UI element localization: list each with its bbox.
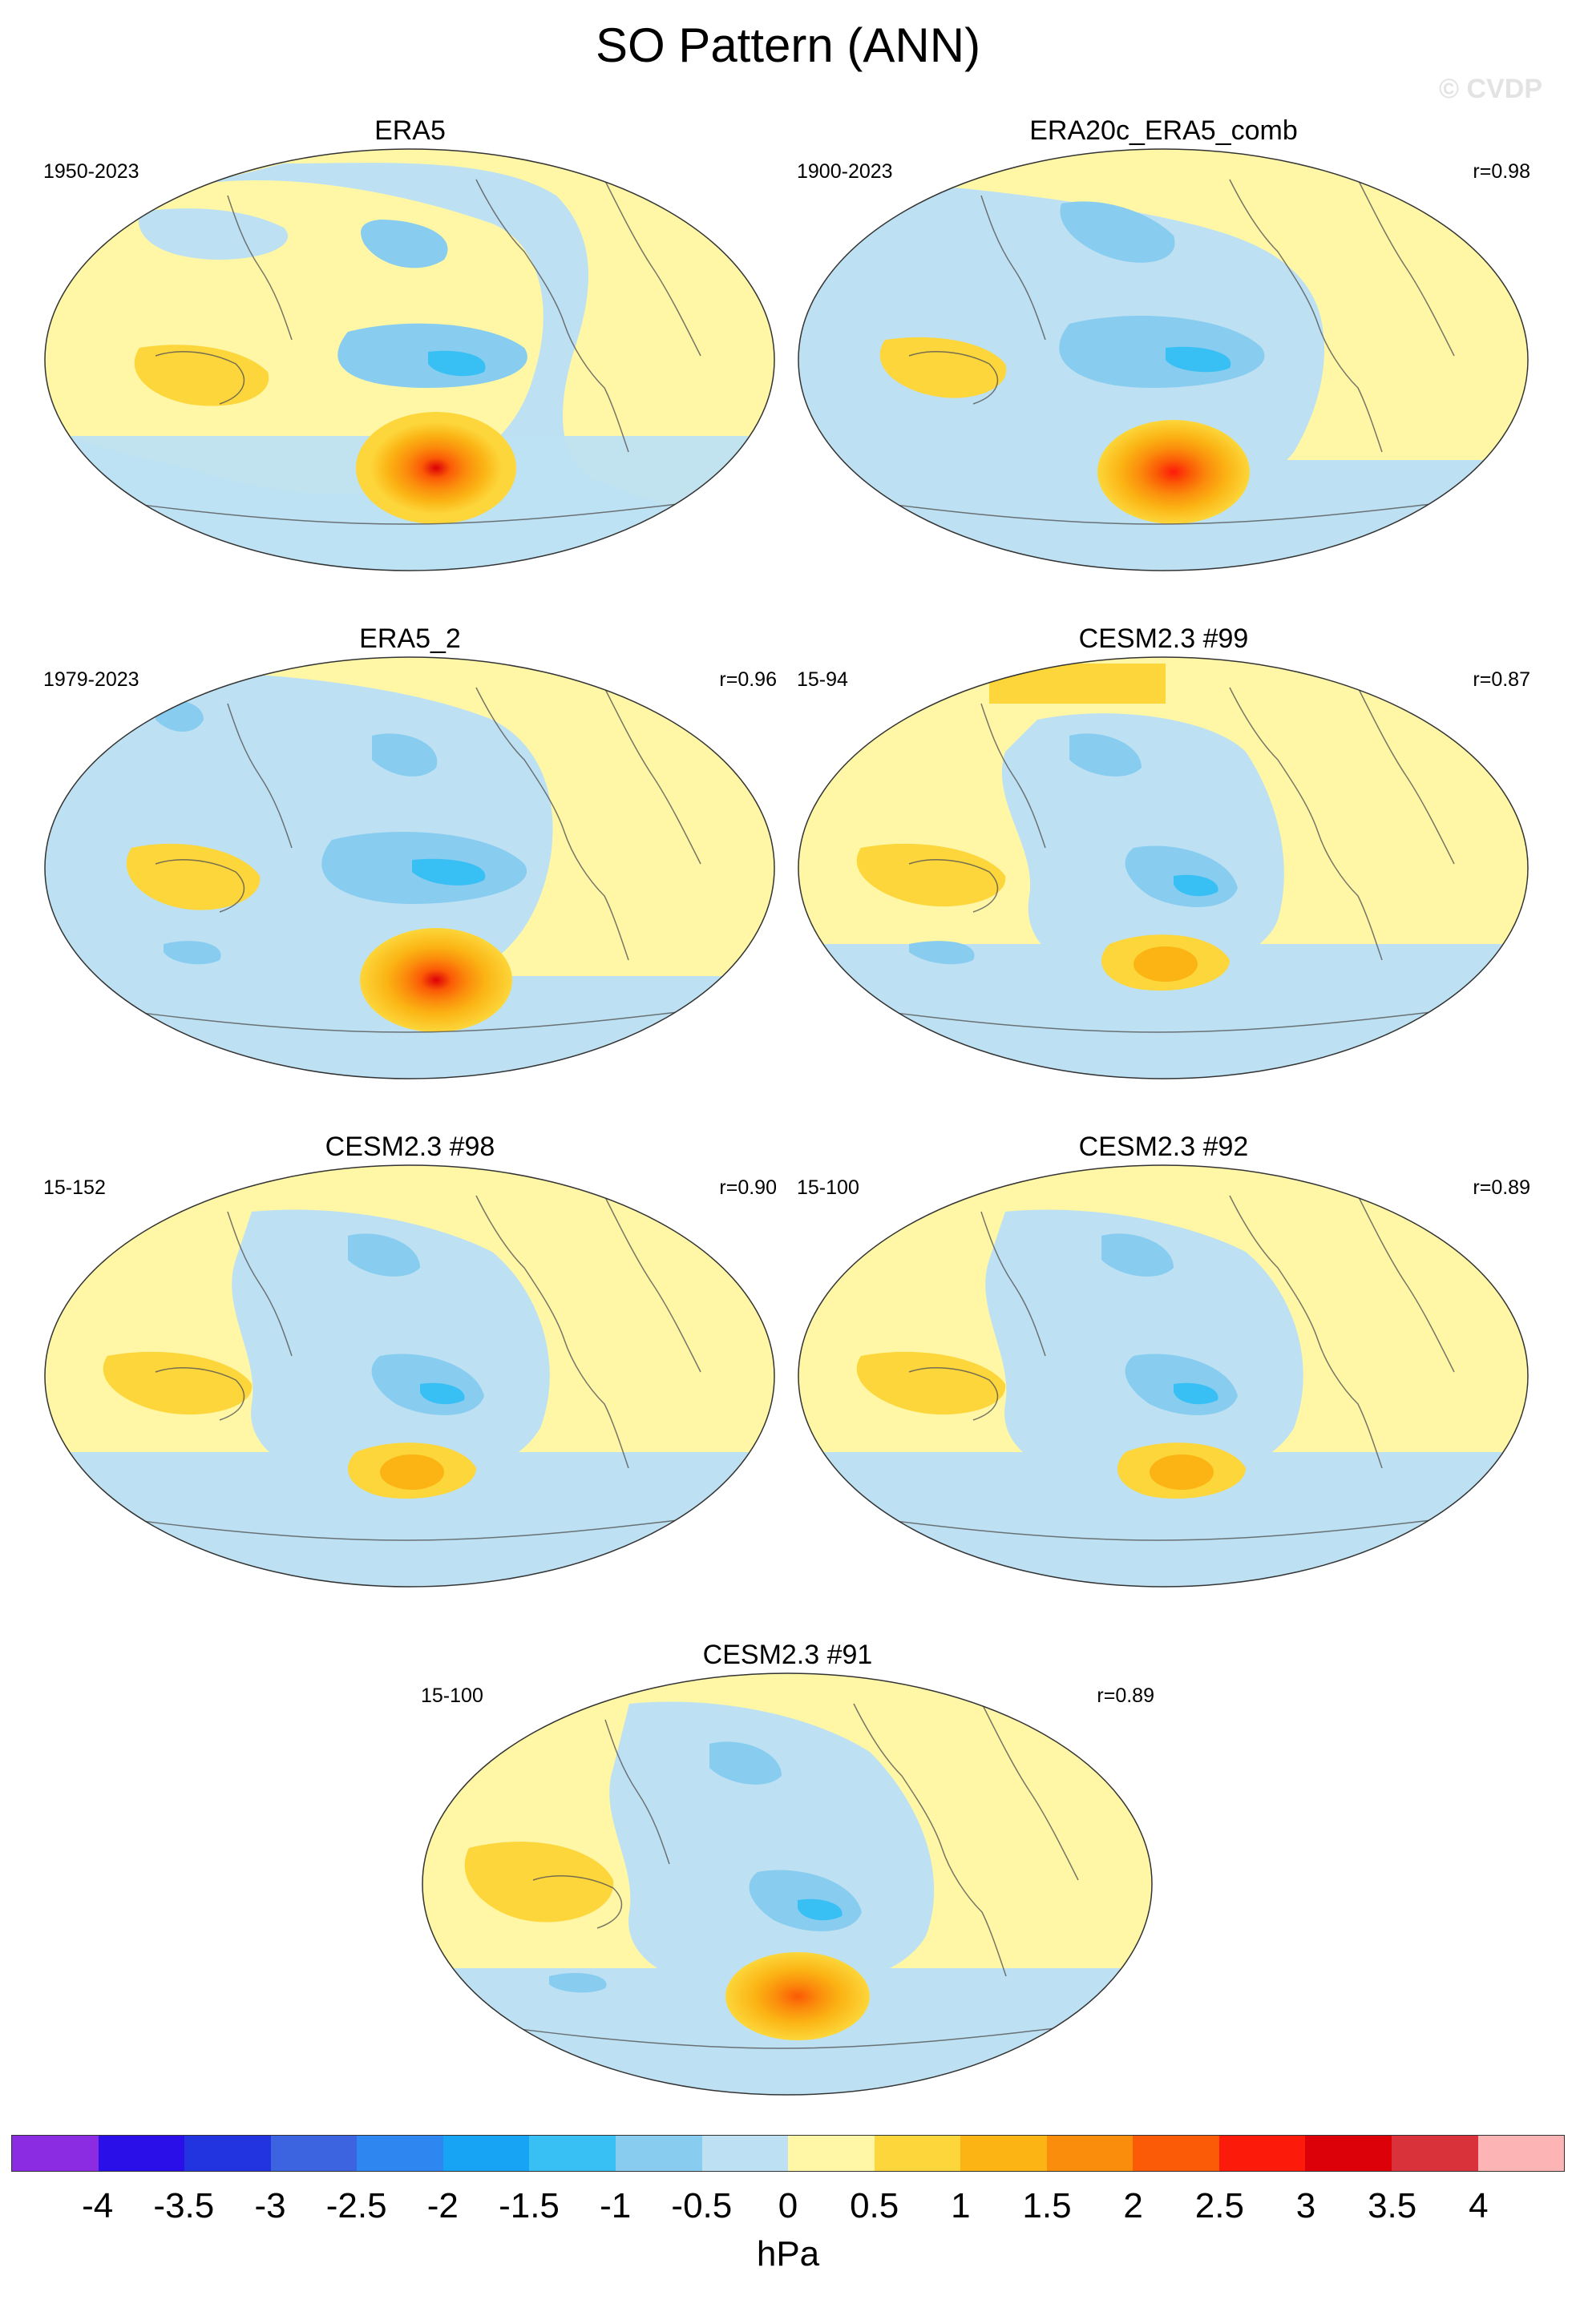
cvdp-watermark: © CVDP xyxy=(1439,74,1542,104)
colorbar-tick-label: -1.5 xyxy=(499,2186,560,2225)
robinson-map xyxy=(44,656,775,1079)
colorbar xyxy=(11,2135,1565,2172)
map-panel-era5-2: ERA5_2 1979-2023 r=0.96 xyxy=(43,623,777,1104)
colorbar-swatch xyxy=(529,2136,616,2171)
panel-correlation: r=0.98 xyxy=(1473,160,1530,183)
colorbar-labels: -4 -3.5 -3 -2.5 -2 -1.5 -1 -0.5 0 0.5 1 1.5 2 2.5 3 3.5… xyxy=(0,2186,1576,2234)
figure-title: SO Pattern (ANN) xyxy=(595,18,981,72)
robinson-map xyxy=(44,148,775,571)
panel-title: CESM2.3 #98 xyxy=(325,1132,495,1162)
robinson-map xyxy=(422,1672,1153,2096)
map-panel-cesm2-3-98: CESM2.3 #98 15-152 r=0.90 xyxy=(43,1132,777,1612)
colorbar-tick-label: 4 xyxy=(1469,2186,1489,2225)
panel-correlation: r=0.89 xyxy=(1097,1684,1154,1707)
panel-correlation: r=0.96 xyxy=(719,668,777,691)
robinson-map xyxy=(44,1164,775,1588)
colorbar-swatch xyxy=(1218,2136,1306,2171)
colorbar-tick-label: 0.5 xyxy=(850,2186,899,2225)
panel-correlation: r=0.89 xyxy=(1473,1176,1530,1199)
colorbar-swatch xyxy=(1046,2136,1134,2171)
colorbar-tick-label: -1 xyxy=(600,2186,632,2225)
panel-period: 1950-2023 xyxy=(43,160,139,183)
colorbar-tick-label: -0.5 xyxy=(671,2186,733,2225)
colorbar-swatch xyxy=(1133,2136,1219,2171)
colorbar-swatch xyxy=(874,2136,961,2171)
map-panel-cesm2-3-91: CESM2.3 #91 15-100 r=0.89 xyxy=(421,1640,1154,2120)
panel-correlation: r=0.87 xyxy=(1473,668,1530,691)
colorbar-swatch xyxy=(1305,2136,1392,2171)
map-panel-cesm2-3-99: CESM2.3 #99 15-94 r=0.87 xyxy=(797,623,1530,1104)
colorbar-swatch xyxy=(960,2136,1047,2171)
colorbar-tick-label: -2.5 xyxy=(325,2186,387,2225)
panel-title: ERA5 xyxy=(374,115,446,146)
colorbar-tick-label: 0 xyxy=(778,2186,798,2225)
colorbar-tick-label: 1 xyxy=(951,2186,971,2225)
map-panel-era20c-era5-comb: ERA20c_ERA5_comb 1900-2023 r=0.98 xyxy=(797,115,1530,596)
panel-title: CESM2.3 #99 xyxy=(1078,623,1249,654)
colorbar-swatch xyxy=(98,2136,185,2171)
colorbar-swatch xyxy=(1392,2136,1478,2171)
panel-title: ERA20c_ERA5_comb xyxy=(1029,115,1298,146)
colorbar-tick-label: 3.5 xyxy=(1368,2186,1417,2225)
panel-title: CESM2.3 #91 xyxy=(702,1640,873,1670)
colorbar-tick-label: -4 xyxy=(82,2186,114,2225)
colorbar-tick-label: -3 xyxy=(254,2186,286,2225)
robinson-map xyxy=(798,1164,1529,1588)
panel-period: 1900-2023 xyxy=(797,160,893,183)
colorbar-swatch xyxy=(788,2136,875,2171)
colorbar-swatch xyxy=(615,2136,702,2171)
colorbar-swatch xyxy=(357,2136,443,2171)
panel-period: 15-94 xyxy=(797,668,848,691)
robinson-map xyxy=(798,656,1529,1079)
panel-period: 1979-2023 xyxy=(43,668,139,691)
colorbar-tick-label: 2.5 xyxy=(1194,2186,1244,2225)
map-panel-era5: ERA5 1950-2023 xyxy=(43,115,777,596)
colorbar-tick-label: -3.5 xyxy=(153,2186,215,2225)
colorbar-tick-label: 3 xyxy=(1295,2186,1316,2225)
colorbar-swatch xyxy=(701,2136,789,2171)
robinson-map xyxy=(798,148,1529,571)
colorbar-swatch xyxy=(442,2136,530,2171)
colorbar-swatch xyxy=(270,2136,358,2171)
colorbar-tick-label: 2 xyxy=(1123,2186,1143,2225)
panel-period: 15-100 xyxy=(421,1684,483,1707)
panel-correlation: r=0.90 xyxy=(719,1176,777,1199)
panel-title: ERA5_2 xyxy=(359,623,461,654)
panel-period: 15-152 xyxy=(43,1176,106,1199)
colorbar-tick-label: 1.5 xyxy=(1022,2186,1072,2225)
colorbar-tick-label: -2 xyxy=(426,2186,459,2225)
colorbar-swatch xyxy=(12,2136,99,2171)
panel-title: CESM2.3 #92 xyxy=(1078,1132,1249,1162)
colorbar-units: hPa xyxy=(756,2234,820,2274)
panel-period: 15-100 xyxy=(797,1176,859,1199)
colorbar-swatch xyxy=(184,2136,271,2171)
map-panel-cesm2-3-92: CESM2.3 #92 15-100 r=0.89 xyxy=(797,1132,1530,1612)
colorbar-swatch xyxy=(1477,2136,1565,2171)
